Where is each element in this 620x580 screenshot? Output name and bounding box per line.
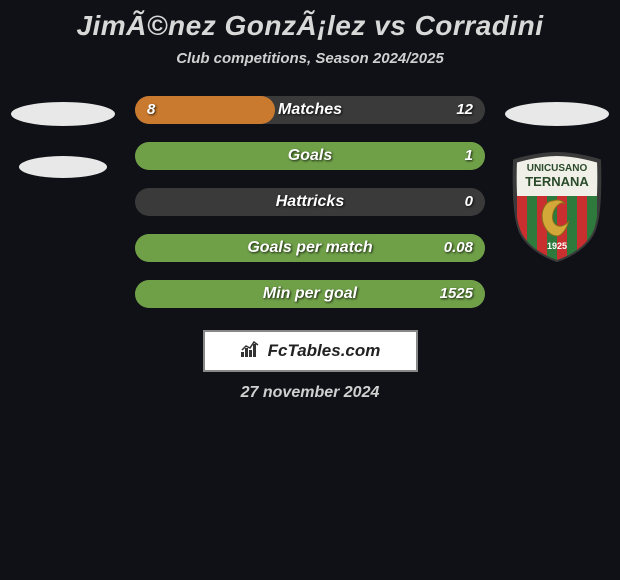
stat-right-val: 12 — [456, 92, 473, 128]
right-player-badges: UNICUSANO TERNANA 1925 — [502, 92, 612, 264]
stat-row-min-per-goal: Min per goal 1525 — [135, 276, 485, 312]
brand-text: FcTables.com — [268, 341, 381, 361]
right-badge-1 — [505, 102, 609, 126]
stat-label: Hattricks — [135, 184, 485, 220]
stat-right-val: 1525 — [440, 276, 473, 312]
comparison-infographic: JimÃ©nez GonzÃ¡lez vs Corradini Club com… — [0, 0, 620, 412]
stat-row-goals-per-match: Goals per match 0.08 — [135, 230, 485, 266]
left-player-badges — [8, 92, 118, 188]
stat-label: Min per goal — [135, 276, 485, 312]
page-title: JimÃ©nez GonzÃ¡lez vs Corradini — [0, 10, 620, 42]
logo-text-top: UNICUSANO — [527, 163, 588, 174]
subtitle: Club competitions, Season 2024/2025 — [0, 50, 620, 67]
logo-text-bottom: TERNANA — [525, 174, 589, 189]
date-text: 27 november 2024 — [0, 384, 620, 402]
stat-row-goals: Goals 1 — [135, 138, 485, 174]
stat-row-hattricks: Hattricks 0 — [135, 184, 485, 220]
stat-label: Goals — [135, 138, 485, 174]
left-badge-1 — [11, 102, 115, 126]
left-badge-2 — [19, 156, 107, 178]
shield-icon: UNICUSANO TERNANA 1925 — [507, 146, 607, 264]
stat-right-val: 0.08 — [444, 230, 473, 266]
stat-label: Goals per match — [135, 230, 485, 266]
stat-right-val: 1 — [465, 138, 473, 174]
stat-bars: 8 Matches 12 Goals 1 Hattricks 0 — [135, 92, 485, 312]
stat-right-val: 0 — [465, 184, 473, 220]
stats-area: UNICUSANO TERNANA 1925 8 Matches 12 Goal… — [0, 92, 620, 312]
logo-year: 1925 — [547, 241, 567, 251]
stat-label: Matches — [135, 92, 485, 128]
chart-icon — [240, 340, 262, 363]
stat-row-matches: 8 Matches 12 — [135, 92, 485, 128]
club-logo-ternana: UNICUSANO TERNANA 1925 — [507, 146, 607, 264]
brand-attribution: FcTables.com — [203, 330, 418, 372]
